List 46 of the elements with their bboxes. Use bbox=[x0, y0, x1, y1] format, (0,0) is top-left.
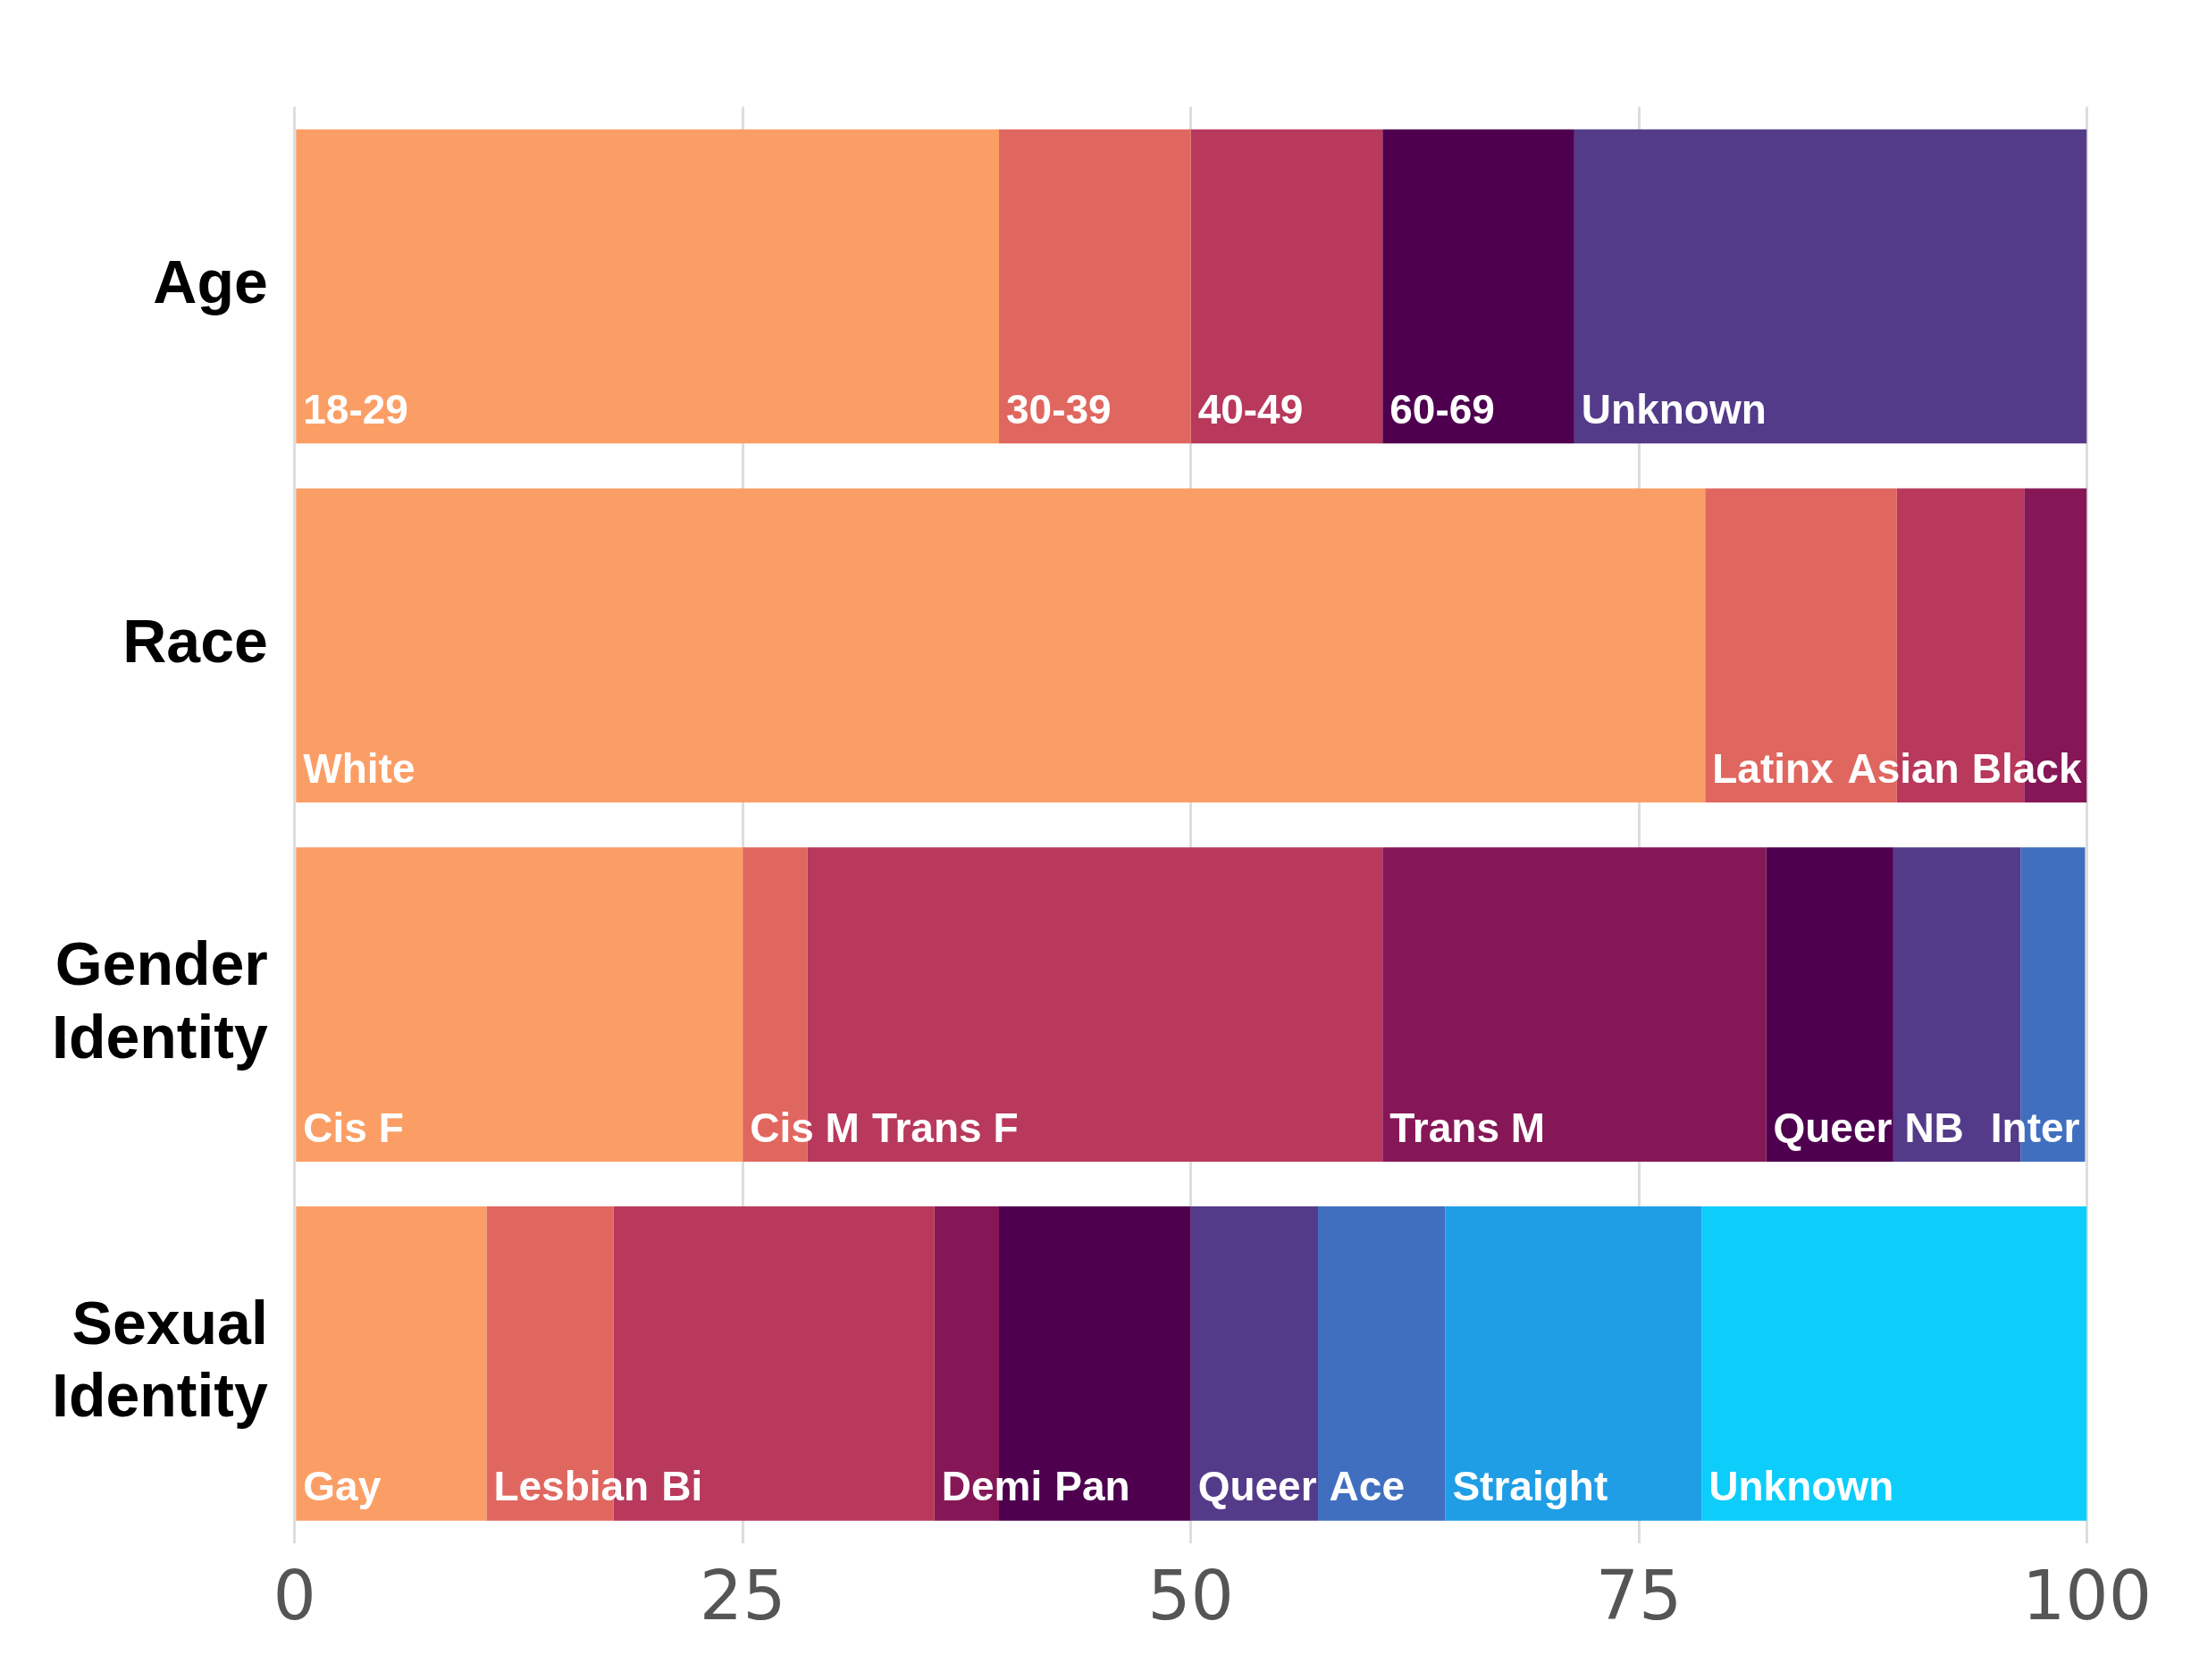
data-label: Cis M bbox=[750, 1104, 860, 1151]
y-tick-label: Age bbox=[153, 248, 268, 316]
bar bbox=[1190, 129, 1383, 444]
bar bbox=[999, 129, 1191, 444]
data-label: Demi bbox=[941, 1463, 1043, 1510]
data-label: Unknown bbox=[1581, 385, 1767, 433]
data-label: Ace bbox=[1329, 1463, 1405, 1510]
x-tick-label: 0 bbox=[273, 1556, 316, 1636]
x-tick-label: 50 bbox=[1147, 1556, 1234, 1636]
data-label: Queer bbox=[1773, 1104, 1893, 1151]
data-label: NB bbox=[1904, 1104, 1964, 1151]
x-tick-label: 100 bbox=[2021, 1556, 2152, 1636]
x-tick-label: 25 bbox=[699, 1556, 786, 1636]
data-label: Asian bbox=[1847, 744, 1960, 792]
bar bbox=[296, 847, 743, 1162]
x-tick-label: 75 bbox=[1595, 1556, 1683, 1636]
bar bbox=[1318, 1206, 1446, 1521]
data-label: Black bbox=[1971, 744, 2082, 792]
bar bbox=[1190, 1206, 1319, 1521]
data-label: Pan bbox=[1054, 1463, 1130, 1510]
y-tick-label: Race bbox=[122, 607, 268, 676]
data-label: Lesbian bbox=[493, 1463, 650, 1510]
data-label: Unknown bbox=[1708, 1463, 1894, 1510]
bar bbox=[1701, 1206, 2087, 1521]
data-label: Latinx bbox=[1712, 744, 1834, 792]
bar bbox=[1766, 847, 1893, 1162]
data-label: 30-39 bbox=[1006, 385, 1112, 433]
bar bbox=[296, 129, 1000, 444]
bar bbox=[296, 1206, 487, 1521]
data-label: Gay bbox=[303, 1463, 382, 1510]
data-label: White bbox=[303, 744, 416, 792]
data-label: Inter bbox=[1990, 1104, 2080, 1151]
data-label: Straight bbox=[1452, 1463, 1608, 1510]
data-label: 60-69 bbox=[1389, 385, 1495, 433]
data-label: 18-29 bbox=[303, 385, 408, 433]
y-tick-label: Gender Identity bbox=[51, 929, 268, 1071]
data-label: Trans F bbox=[871, 1104, 1019, 1151]
bar bbox=[1445, 1206, 1702, 1521]
y-tick-label: Sexual Identity bbox=[51, 1288, 268, 1430]
bar bbox=[1382, 847, 1767, 1162]
bar bbox=[296, 488, 1706, 803]
data-label: Bi bbox=[661, 1463, 703, 1510]
data-label: Trans M bbox=[1389, 1104, 1546, 1151]
data-label: 40-49 bbox=[1197, 385, 1304, 433]
data-label: Queer bbox=[1197, 1463, 1317, 1510]
data-label: Cis F bbox=[303, 1104, 404, 1151]
